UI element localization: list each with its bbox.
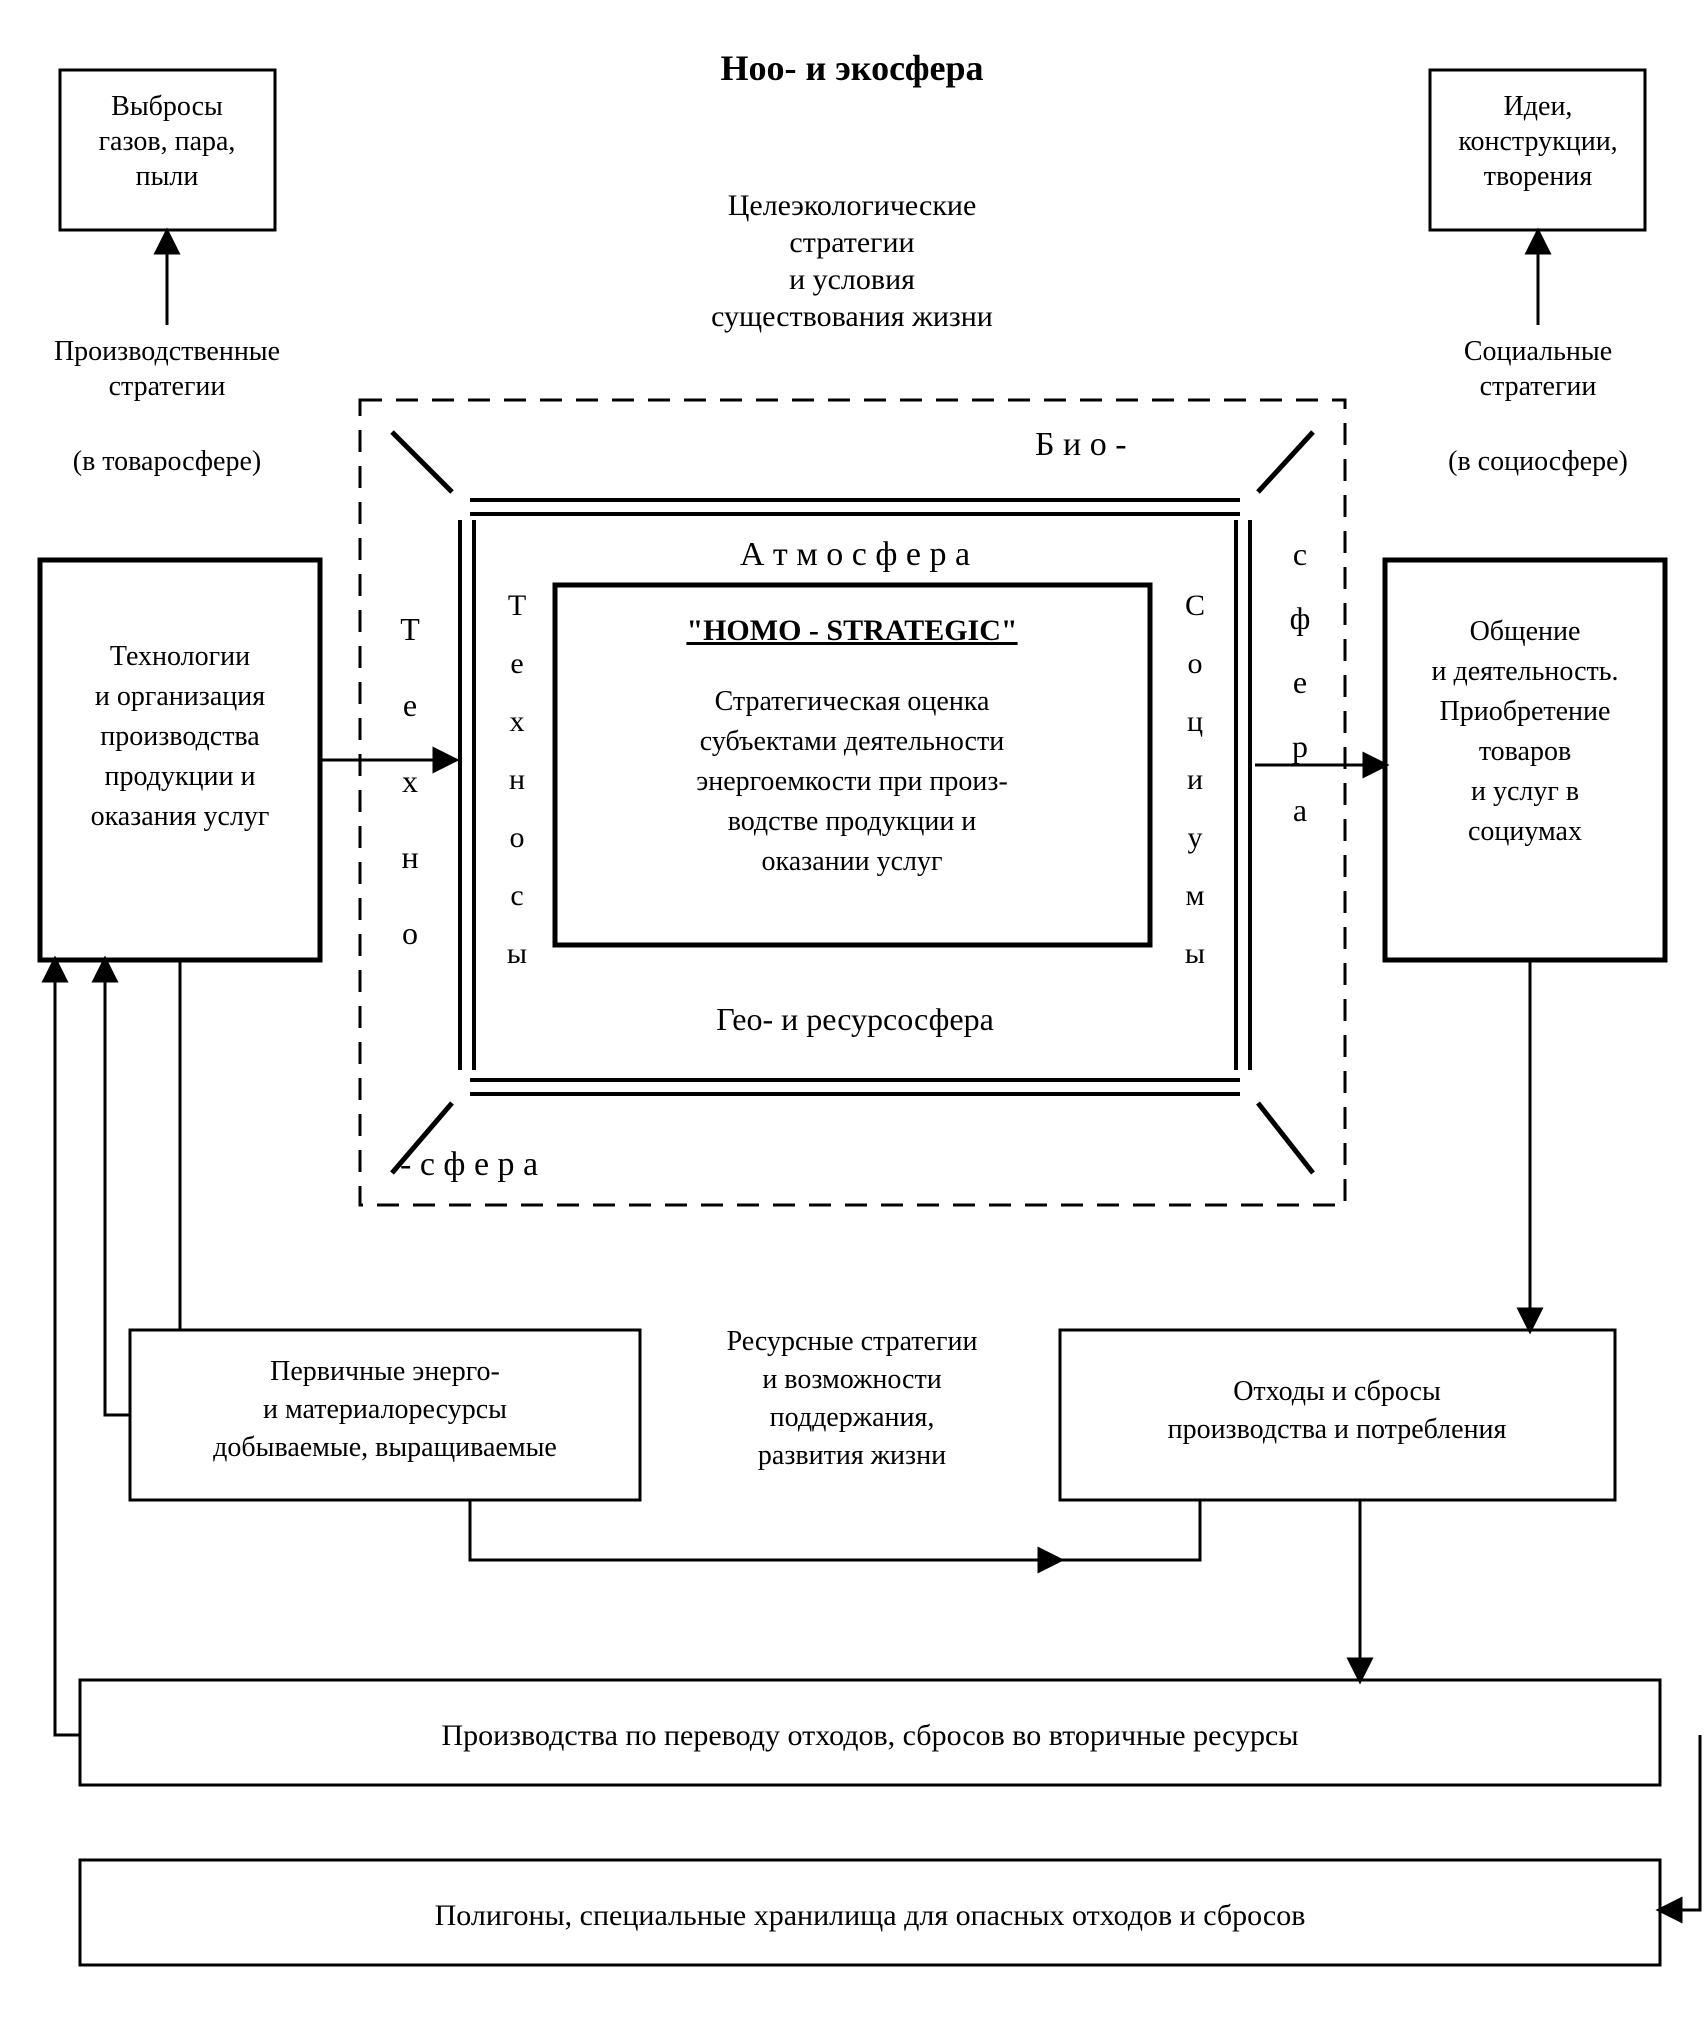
techno-outer-left-ch3: н: [401, 839, 418, 875]
socium-right-ch0: С: [1185, 589, 1205, 622]
corner-br: [1258, 1103, 1313, 1173]
soc-strat-2: стратегии: [1480, 371, 1597, 402]
subtitle-4: существования жизни: [711, 300, 993, 333]
techno-outer-left-ch0: Т: [400, 611, 420, 647]
midc-3: поддержания,: [770, 1402, 935, 1433]
subtitle-1: Целеэкологические: [728, 189, 977, 222]
midc-2: и возможности: [762, 1364, 941, 1395]
homo-title: "HOMO - STRATEGIC": [686, 614, 1017, 647]
tovarosfera: (в товаросфере): [73, 446, 261, 477]
technos-left-ch3: н: [509, 763, 525, 796]
midc-4: развития жизни: [758, 1440, 946, 1471]
technos-left-ch6: ы: [507, 937, 527, 970]
edges: [55, 232, 1700, 1910]
box-technologies: [40, 560, 320, 960]
atmos-label: А т м о с ф е р а: [740, 536, 970, 573]
ideas-l2: конструкции,: [1458, 126, 1617, 157]
homo-l1: Стратегическая оценка: [715, 686, 990, 717]
comm-l1: Общение: [1470, 616, 1581, 647]
e-rec-up-left: [55, 960, 80, 1735]
landfill-text: Полигоны, специальные хранилища для опас…: [435, 1899, 1306, 1932]
recycle-text: Производства по переводу отходов, сбросо…: [441, 1719, 1298, 1752]
bio-label: Б и о -: [1035, 426, 1127, 463]
tech-l3: производства: [100, 721, 260, 752]
soc-strat-1: Социальные: [1464, 336, 1612, 367]
homo-l5: оказании услуг: [762, 846, 943, 877]
comm-l5: и услуг в: [1471, 776, 1579, 807]
socium-right-ch5: м: [1186, 879, 1205, 912]
e-res-drop: [470, 1500, 640, 1560]
tech-l5: оказания услуг: [91, 801, 270, 832]
homo-l3: энергоемкости при произ-: [696, 766, 1008, 797]
comm-l4: товаров: [1479, 736, 1571, 767]
waste-l2: производства и потребления: [1168, 1414, 1507, 1445]
technos-left-ch5: с: [510, 879, 523, 912]
socium-right-ch4: у: [1188, 821, 1203, 854]
emissions-l2: газов, пара,: [99, 126, 236, 157]
res-l2: и материалоресурсы: [263, 1394, 507, 1425]
homo-l2: субъектами деятельности: [700, 726, 1004, 757]
sfera-right-ch0: с: [1293, 536, 1307, 572]
res-l3: добываемые, выращиваемые: [213, 1432, 557, 1463]
socium-right-ch2: ц: [1187, 705, 1203, 738]
technos-left-ch0: Т: [508, 589, 526, 622]
sociosfera: (в социосфере): [1448, 446, 1628, 477]
res-l1: Первичные энерго-: [270, 1356, 500, 1387]
subtitle-2: стратегии: [789, 226, 914, 259]
e-res-up-left: [105, 960, 130, 1415]
comm-l6: социумах: [1468, 816, 1582, 847]
e-rec-to-land: [1660, 1735, 1700, 1910]
sfera-right-ch4: а: [1293, 792, 1307, 828]
emissions-l1: Выбросы: [111, 91, 223, 122]
tech-l2: и организация: [95, 681, 265, 712]
ideas-l1: Идеи,: [1504, 91, 1573, 122]
socium-right-ch1: о: [1188, 647, 1203, 680]
subtitle-3: и условия: [789, 263, 915, 296]
socium-right-ch3: и: [1187, 763, 1203, 796]
sfera-right-ch2: е: [1293, 664, 1307, 700]
technos-left-ch4: о: [510, 821, 525, 854]
corner-tr: [1258, 432, 1313, 492]
geo-label: Гео- и ресурсосфера: [716, 1001, 994, 1037]
prod-strat-1: Производственные: [54, 336, 280, 367]
corner-tl: [392, 432, 452, 492]
sfera-bottom: - с ф е р а: [400, 1146, 538, 1183]
prod-strat-2: стратегии: [109, 371, 226, 402]
techno-outer-left-ch1: е: [403, 687, 417, 723]
comm-l2: и деятельность.: [1431, 656, 1618, 687]
techno-outer-left-ch4: о: [402, 915, 418, 951]
diagram-root: Ноо- и экосфера Целеэкологические страте…: [0, 0, 1705, 2027]
techno-outer-left-ch2: х: [402, 763, 418, 799]
page-title: Ноо- и экосфера: [721, 48, 984, 88]
e-waste-drop: [1060, 1500, 1200, 1560]
technos-left-ch1: е: [510, 647, 523, 680]
homo-l4: водстве продукции и: [728, 806, 977, 837]
waste-l1: Отходы и сбросы: [1233, 1376, 1441, 1407]
sfera-right-ch1: ф: [1290, 600, 1311, 636]
emissions-l3: пыли: [136, 161, 199, 192]
socium-right-ch6: ы: [1185, 937, 1205, 970]
ideas-l3: творения: [1484, 161, 1593, 192]
sfera-right-ch3: р: [1292, 728, 1308, 764]
tech-l4: продукции и: [105, 761, 256, 792]
tech-l1: Технологии: [110, 641, 250, 672]
midc-1: Ресурсные стратегии: [727, 1326, 978, 1357]
technos-left-ch2: х: [510, 705, 525, 738]
comm-l3: Приобретение: [1440, 696, 1611, 727]
